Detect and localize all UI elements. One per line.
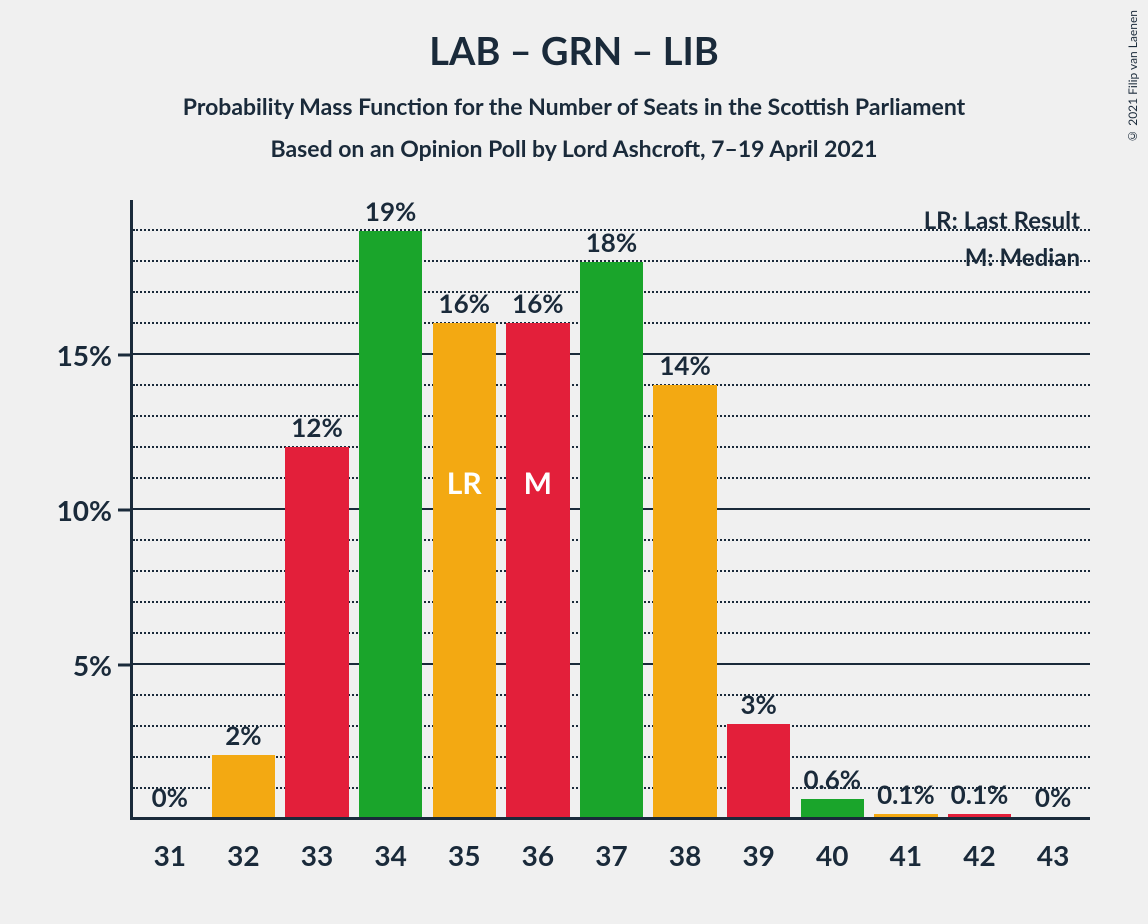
bar-slot: 0.1%: [869, 200, 943, 817]
bar-slot: 0%: [1016, 200, 1090, 817]
y-axis-tick: [118, 509, 130, 512]
bar-slot: 0.6%: [795, 200, 869, 817]
y-axis-label: 5%: [73, 648, 112, 682]
bar-value-label: 3%: [740, 688, 776, 720]
x-axis-label: 38: [648, 838, 722, 872]
bar-value-label: 0.6%: [803, 763, 861, 795]
bar-value-label: 2%: [225, 719, 261, 751]
bar: 12%: [285, 447, 348, 817]
x-axis-label: 39: [722, 838, 796, 872]
bar-value-label: 18%: [586, 226, 637, 258]
bar-value-label: 0.1%: [951, 778, 1009, 810]
x-axis-label: 35: [427, 838, 501, 872]
chart-title: LAB – GRN – LIB: [0, 0, 1148, 74]
x-axis-label: 43: [1016, 838, 1090, 872]
bar-value-label: 19%: [365, 195, 416, 227]
x-axis-label: 41: [869, 838, 943, 872]
bars-container: 0%2%12%19%16%LR16%M18%14%3%0.6%0.1%0.1%0…: [133, 200, 1090, 817]
bar-value-label: 12%: [291, 411, 342, 443]
x-axis-label: 40: [795, 838, 869, 872]
x-axis-label: 36: [501, 838, 575, 872]
x-axis-label: 33: [280, 838, 354, 872]
x-axis-label: 34: [354, 838, 428, 872]
x-axis-labels: 31323334353637383940414243: [133, 838, 1090, 872]
bar: 16%LR: [433, 323, 496, 817]
copyright-text: © 2021 Filip van Laenen: [1125, 10, 1140, 144]
y-axis: [130, 200, 133, 820]
y-axis-tick: [118, 664, 130, 667]
bar-value-label: 0%: [152, 781, 188, 813]
bar-slot: 19%: [354, 200, 428, 817]
x-axis-label: 32: [207, 838, 281, 872]
y-axis-label: 15%: [57, 338, 112, 372]
bar: 18%: [580, 262, 643, 817]
bar: 19%: [359, 231, 422, 817]
bar-slot: 0%: [133, 200, 207, 817]
bar: 2%: [212, 755, 275, 817]
bar: 3%: [727, 724, 790, 817]
x-axis-label: 42: [943, 838, 1017, 872]
chart-area: LR: Last Result M: Median 5%10%15% 0%2%1…: [130, 200, 1090, 820]
bar-slot: 0.1%: [943, 200, 1017, 817]
bar-slot: 18%: [575, 200, 649, 817]
y-axis-label: 10%: [57, 493, 112, 527]
bar-inner-label: M: [524, 465, 552, 501]
x-axis: [130, 817, 1090, 820]
bar: 0.6%: [801, 799, 864, 818]
bar-slot: 12%: [280, 200, 354, 817]
bar-inner-label: LR: [447, 465, 482, 501]
x-axis-label: 37: [575, 838, 649, 872]
bar: 14%: [653, 385, 716, 817]
bar-value-label: 16%: [512, 287, 563, 319]
chart-subtitle-1: Probability Mass Function for the Number…: [0, 92, 1148, 120]
bar-value-label: 0%: [1035, 781, 1071, 813]
bar-value-label: 14%: [659, 349, 710, 381]
bar-value-label: 0.1%: [877, 778, 935, 810]
bar: 16%M: [506, 323, 569, 817]
bar-slot: 3%: [722, 200, 796, 817]
bar-slot: 16% M: [501, 200, 575, 817]
bar-slot: 2%: [207, 200, 281, 817]
chart-subtitle-2: Based on an Opinion Poll by Lord Ashcrof…: [0, 134, 1148, 162]
bar-slot: 14%: [648, 200, 722, 817]
bar-value-label: 16%: [439, 287, 490, 319]
x-axis-label: 31: [133, 838, 207, 872]
y-axis-tick: [118, 354, 130, 357]
bar-slot: 16% LR: [427, 200, 501, 817]
